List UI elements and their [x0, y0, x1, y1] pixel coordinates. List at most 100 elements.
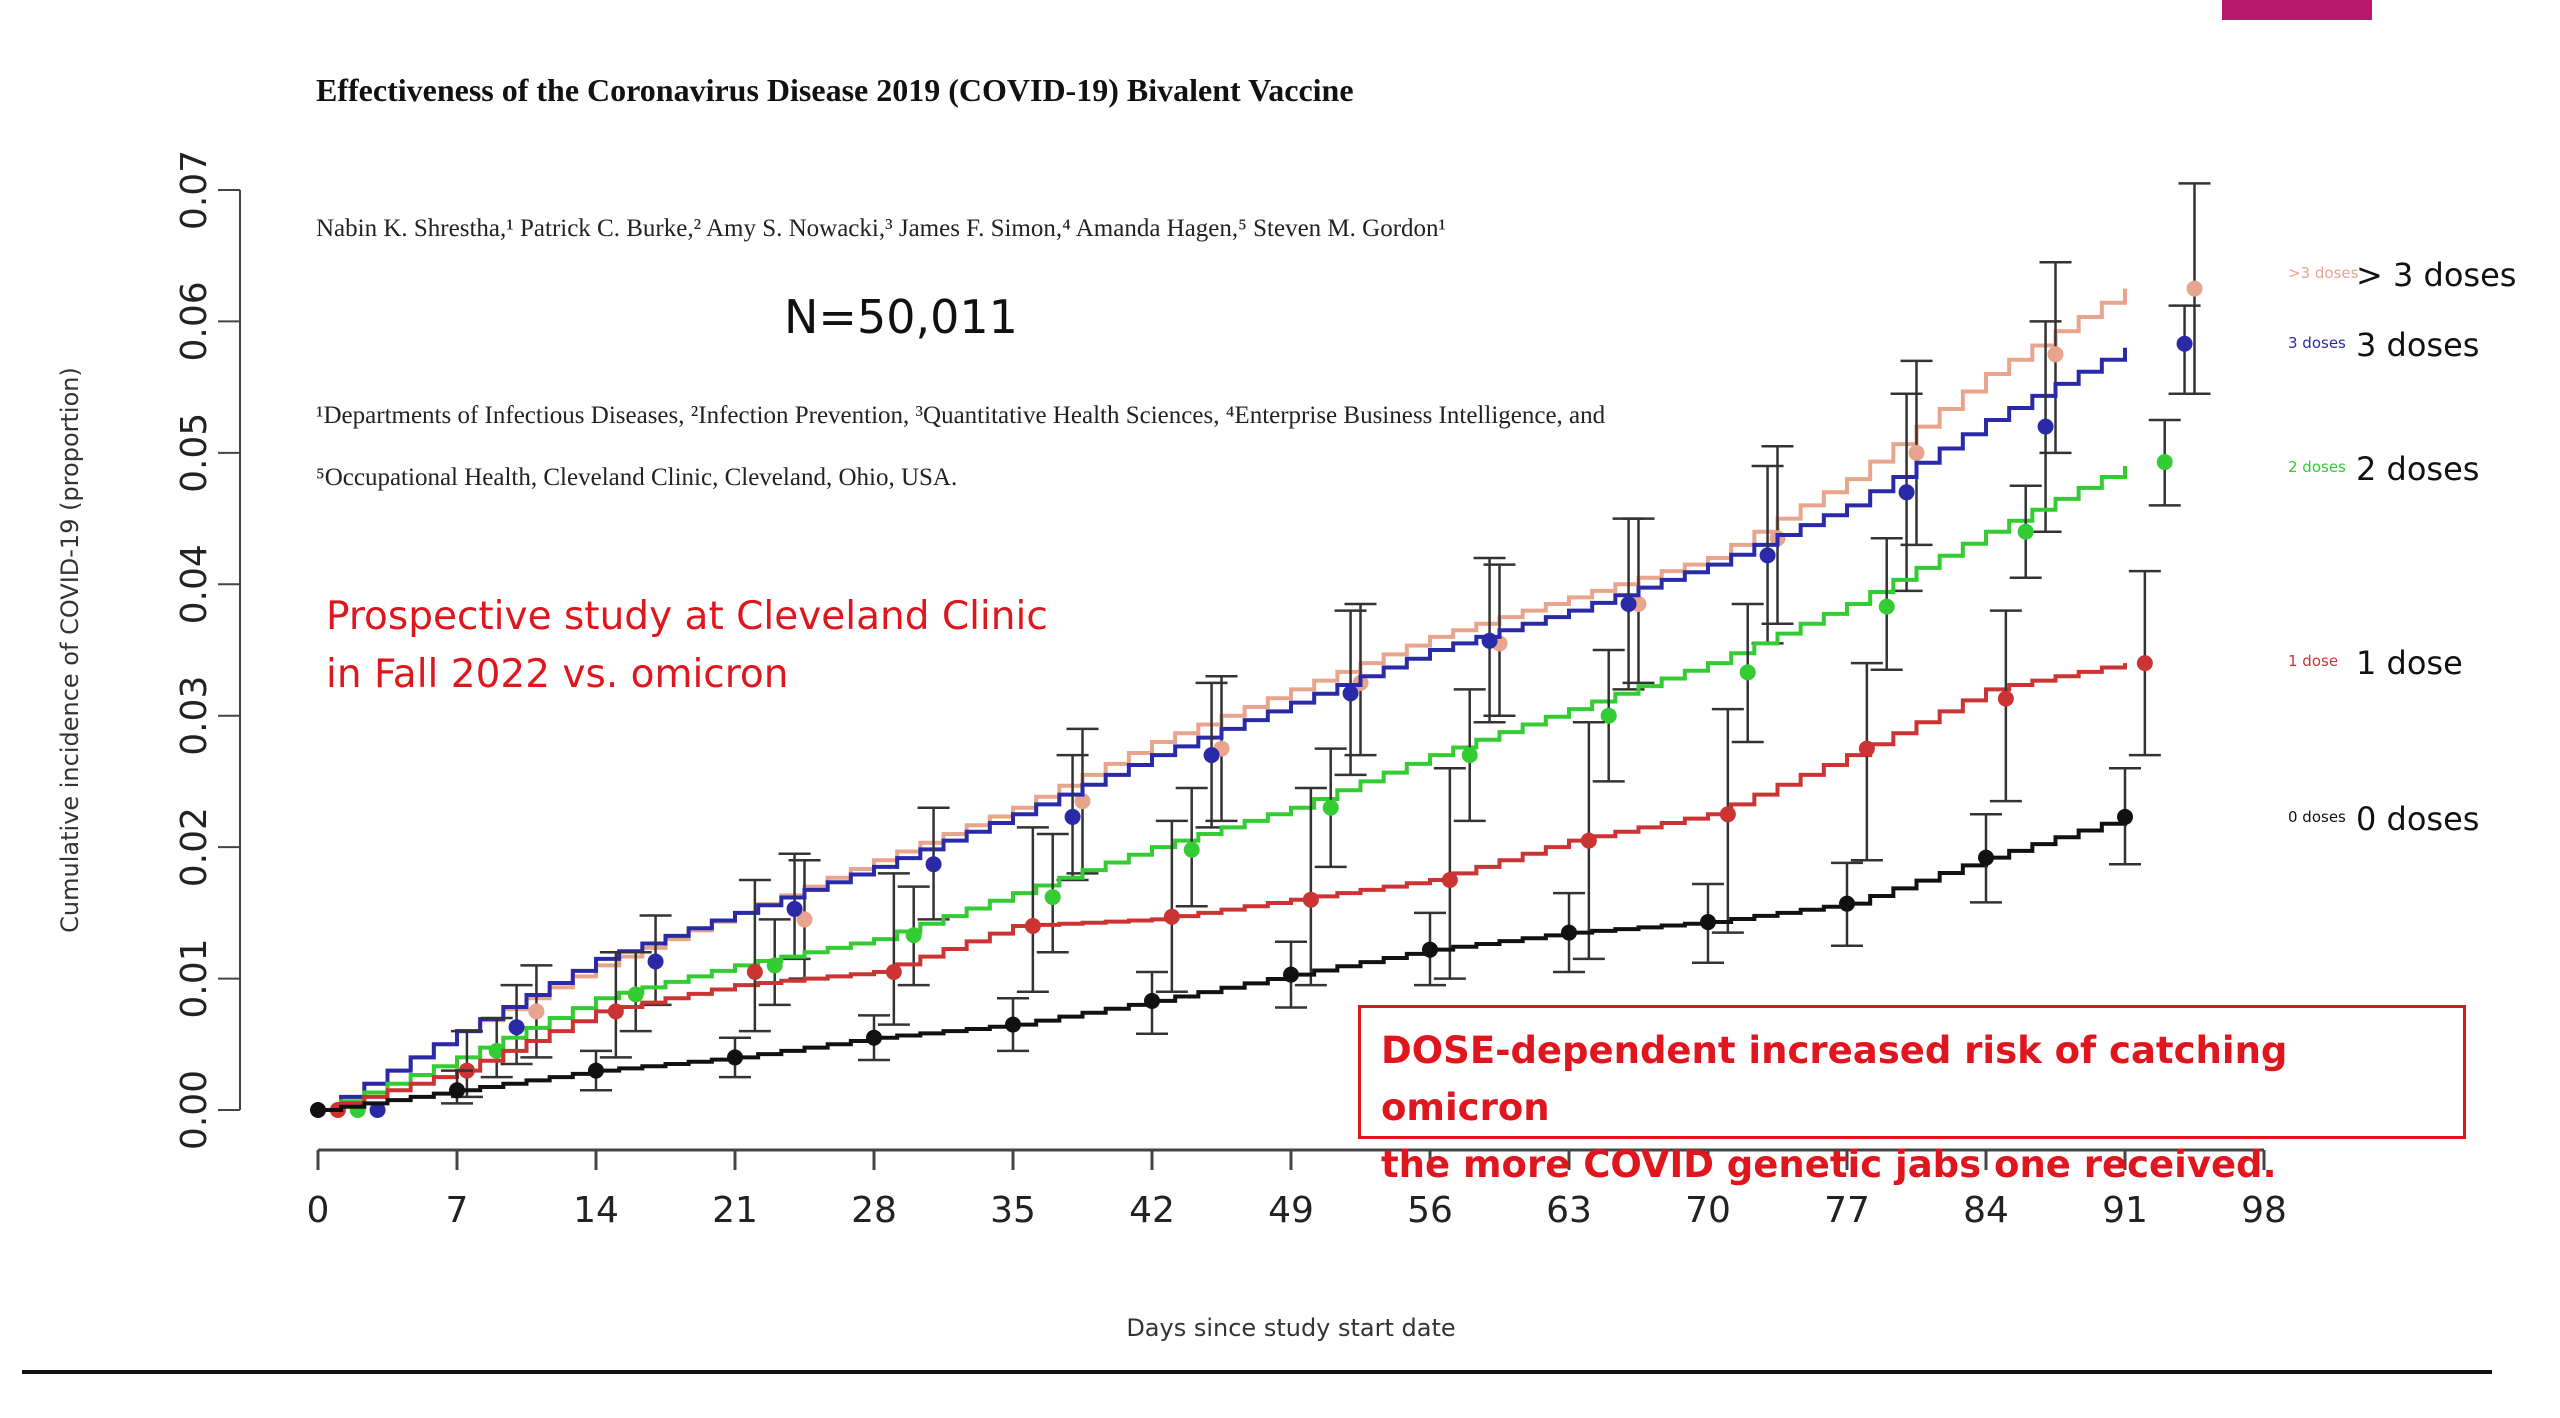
- series-line: [318, 466, 2127, 1112]
- data-point: [2136, 655, 2153, 672]
- y-axis-label: Cumulative incidence of COVID-19 (propor…: [56, 367, 84, 933]
- chart-legend: >3 doses> 3 doses 3 doses 3 doses 2 doses 2 …: [2288, 256, 2516, 838]
- data-point: [2037, 418, 2054, 435]
- data-point: [746, 964, 763, 980]
- data-point: [1074, 793, 1091, 810]
- x-tick-label: 70: [1685, 1190, 1731, 1231]
- y-tick-label: 0.07: [174, 150, 215, 230]
- data-point: [1620, 596, 1637, 612]
- data-point: [1163, 908, 1180, 925]
- data-point: [2117, 808, 2133, 825]
- x-tick-label: 7: [446, 1190, 469, 1231]
- data-point: [2156, 454, 2173, 471]
- callout-line: the more COVID genetic jabs one received…: [1381, 1143, 2277, 1186]
- data-point: [2017, 523, 2034, 540]
- data-point: [1858, 740, 1875, 757]
- data-point: [1024, 918, 1041, 934]
- series-group: [318, 418, 2181, 1118]
- data-point: [905, 927, 922, 944]
- series-line: [318, 816, 2127, 1112]
- y-tick-label: 0.03: [174, 676, 215, 756]
- data-point: [1005, 1016, 1021, 1033]
- data-point: [1700, 914, 1716, 931]
- x-tick-label: 63: [1546, 1190, 1592, 1231]
- legend-label: 3 doses: [2356, 326, 2479, 364]
- data-point: [786, 900, 803, 917]
- data-point: [1719, 806, 1736, 823]
- x-tick-label: 35: [990, 1190, 1036, 1231]
- data-point: [1322, 799, 1339, 816]
- study-note-line: Prospective study at Cleveland Clinic: [326, 594, 1048, 639]
- legend-swatch-label: >3 doses: [2288, 264, 2359, 282]
- study-note-line: in Fall 2022 vs. omicron: [326, 652, 789, 697]
- data-point: [1978, 849, 1994, 866]
- x-tick-label: 98: [2241, 1190, 2287, 1231]
- series-group: [310, 767, 2141, 1118]
- legend-swatch-label: 1 dose: [2288, 652, 2338, 670]
- x-tick-label: 56: [1407, 1190, 1453, 1231]
- data-point: [588, 1062, 604, 1079]
- data-point: [1997, 690, 2014, 707]
- data-point: [1461, 747, 1478, 764]
- data-point: [1839, 895, 1855, 912]
- callout-box: DOSE-dependent increased risk of catchin…: [1358, 1005, 2466, 1186]
- data-point: [2047, 346, 2064, 363]
- y-tick-label: 0.06: [174, 281, 215, 361]
- data-point: [1064, 808, 1081, 825]
- data-point: [766, 957, 783, 974]
- data-point: [2186, 280, 2203, 297]
- x-tick-label: 21: [712, 1190, 758, 1231]
- x-tick-label: 77: [1824, 1190, 1870, 1231]
- chart-axes: 0.00 0.01 0.02 0.03 0.04 0.05 0.06 0.07 0 7 14 21 28…: [174, 150, 2287, 1231]
- legend-label: 1 dose: [2356, 644, 2463, 682]
- y-tick-label: 0.04: [174, 544, 215, 624]
- legend-swatch-label: 2 doses: [2288, 458, 2346, 476]
- y-tick-label: 0.05: [174, 413, 215, 493]
- legend-label: 0 doses: [2356, 800, 2479, 838]
- data-point: [647, 953, 664, 970]
- study-note: Prospective study at Cleveland Clinic in…: [326, 588, 1048, 704]
- data-point: [449, 1082, 465, 1099]
- data-point: [1441, 872, 1458, 888]
- data-point: [1898, 484, 1915, 501]
- callout-line: DOSE-dependent increased risk of catchin…: [1381, 1029, 2288, 1129]
- legend-swatch-label: 3 doses: [2288, 334, 2346, 352]
- legend-swatch-label: 0 doses: [2288, 808, 2346, 826]
- data-point: [607, 1003, 624, 1020]
- sample-size-label: N=50,011: [784, 290, 1018, 344]
- data-point: [727, 1049, 743, 1066]
- x-tick-label: 49: [1268, 1190, 1314, 1231]
- data-point: [1422, 941, 1438, 958]
- paper-title: Effectiveness of the Coronavirus Disease…: [316, 72, 1354, 108]
- footer-divider: [22, 1370, 2492, 1374]
- data-point: [1481, 632, 1498, 649]
- data-point: [885, 964, 902, 980]
- data-point: [2176, 335, 2193, 352]
- x-tick-label: 28: [851, 1190, 897, 1231]
- y-tick-label: 0.02: [174, 807, 215, 887]
- accent-bar: [2222, 0, 2372, 20]
- data-point: [1302, 891, 1319, 908]
- paper-authors: Nabin K. Shrestha,¹ Patrick C. Burke,² A…: [316, 215, 1447, 242]
- data-point: [1908, 444, 1925, 461]
- data-point: [1561, 924, 1577, 941]
- x-tick-label: 91: [2102, 1190, 2148, 1231]
- x-tick-label: 84: [1963, 1190, 2009, 1231]
- data-point: [866, 1029, 882, 1046]
- data-point: [488, 1042, 505, 1059]
- series-layer: [310, 182, 2211, 1118]
- x-axis-label: Days since study start date: [1126, 1314, 1455, 1342]
- data-point: [528, 1003, 545, 1020]
- data-point: [1183, 841, 1200, 858]
- data-point: [508, 1019, 525, 1036]
- data-point: [1203, 747, 1220, 764]
- x-tick-label: 0: [307, 1190, 330, 1231]
- paper-affiliations: ¹Departments of Infectious Diseases, ²In…: [316, 402, 1606, 491]
- data-point: [310, 1102, 326, 1118]
- data-point: [1144, 992, 1160, 1009]
- data-point: [1759, 547, 1776, 564]
- data-point: [369, 1102, 386, 1118]
- data-point: [925, 856, 942, 873]
- data-point: [796, 911, 813, 928]
- series-group: [318, 569, 2161, 1118]
